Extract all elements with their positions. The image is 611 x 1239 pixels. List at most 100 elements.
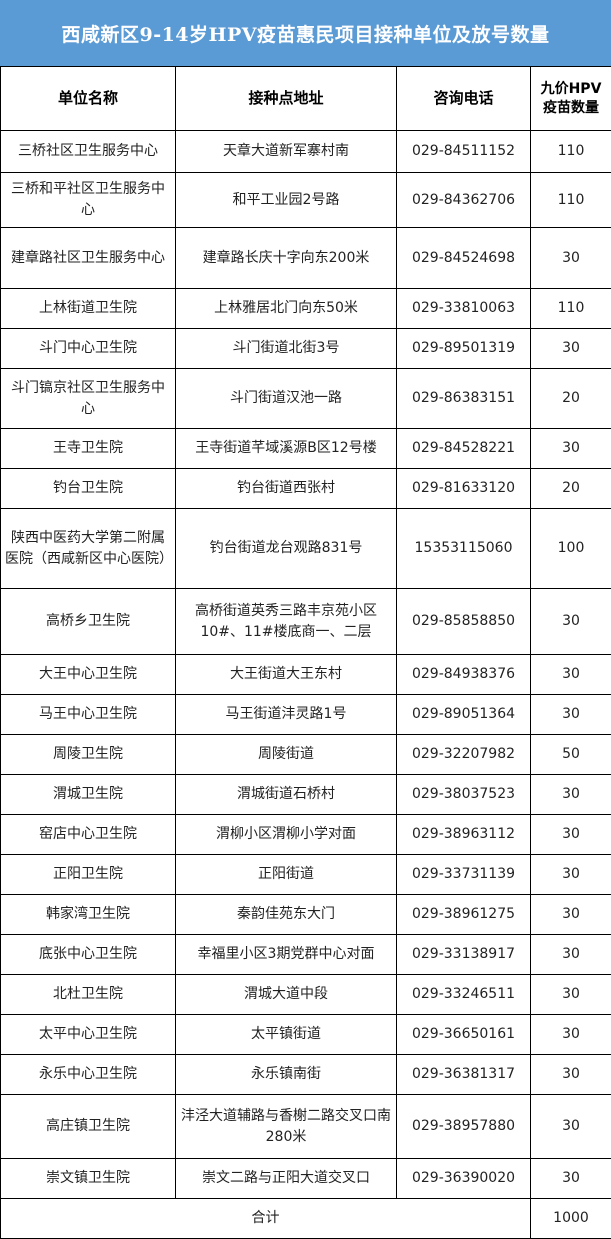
- address-cell: 崇文二路与正阳大道交叉口: [176, 1159, 397, 1199]
- total-label: 合计: [1, 1199, 531, 1239]
- quantity-cell: 110: [531, 173, 611, 228]
- phone-cell: 029-84528221: [397, 429, 531, 469]
- unit-name-cell: 三桥社区卫生服务中心: [1, 131, 176, 173]
- address-cell: 大王街道大王东村: [176, 655, 397, 695]
- phone-cell: 029-89051364: [397, 695, 531, 735]
- unit-name-cell: 上林街道卫生院: [1, 289, 176, 329]
- phone-cell: 029-38037523: [397, 775, 531, 815]
- quantity-cell: 30: [531, 429, 611, 469]
- address-cell: 斗门街道汉池一路: [176, 369, 397, 429]
- address-cell: 沣泾大道辅路与香榭二路交叉口南280米: [176, 1095, 397, 1159]
- quantity-cell: 30: [531, 975, 611, 1015]
- address-cell: 渭柳小区渭柳小学对面: [176, 815, 397, 855]
- quantity-cell: 30: [531, 1159, 611, 1199]
- phone-cell: 029-38961275: [397, 895, 531, 935]
- unit-name-cell: 马王中心卫生院: [1, 695, 176, 735]
- address-cell: 钓台街道西张村: [176, 469, 397, 509]
- quantity-cell: 30: [531, 695, 611, 735]
- header-unit-name: 单位名称: [1, 67, 176, 131]
- address-cell: 和平工业园2号路: [176, 173, 397, 228]
- phone-cell: 029-81633120: [397, 469, 531, 509]
- address-cell: 正阳街道: [176, 855, 397, 895]
- address-cell: 永乐镇南街: [176, 1055, 397, 1095]
- phone-cell: 029-86383151: [397, 369, 531, 429]
- quantity-cell: 30: [531, 589, 611, 655]
- address-cell: 秦韵佳苑东大门: [176, 895, 397, 935]
- quantity-cell: 110: [531, 131, 611, 173]
- phone-cell: 029-33731139: [397, 855, 531, 895]
- unit-name-cell: 渭城卫生院: [1, 775, 176, 815]
- unit-name-cell: 建章路社区卫生服务中心: [1, 228, 176, 289]
- phone-cell: 029-36381317: [397, 1055, 531, 1095]
- unit-name-cell: 太平中心卫生院: [1, 1015, 176, 1055]
- unit-name-cell: 斗门镐京社区卫生服务中心: [1, 369, 176, 429]
- phone-cell: 029-32207982: [397, 735, 531, 775]
- unit-name-cell: 高桥乡卫生院: [1, 589, 176, 655]
- address-cell: 马王街道沣灵路1号: [176, 695, 397, 735]
- address-cell: 钓台街道龙台观路831号: [176, 509, 397, 589]
- unit-name-cell: 崇文镇卫生院: [1, 1159, 176, 1199]
- unit-name-cell: 钓台卫生院: [1, 469, 176, 509]
- address-cell: 太平镇街道: [176, 1015, 397, 1055]
- table-header-row: 单位名称 接种点地址 咨询电话 九价HPV疫苗数量: [1, 67, 611, 131]
- address-cell: 渭城街道石桥村: [176, 775, 397, 815]
- quantity-cell: 110: [531, 289, 611, 329]
- quantity-cell: 30: [531, 935, 611, 975]
- unit-name-cell: 永乐中心卫生院: [1, 1055, 176, 1095]
- unit-name-cell: 底张中心卫生院: [1, 935, 176, 975]
- phone-cell: 029-38957880: [397, 1095, 531, 1159]
- unit-name-cell: 斗门中心卫生院: [1, 329, 176, 369]
- phone-cell: 029-89501319: [397, 329, 531, 369]
- quantity-cell: 30: [531, 228, 611, 289]
- unit-name-cell: 正阳卫生院: [1, 855, 176, 895]
- unit-name-cell: 窑店中心卫生院: [1, 815, 176, 855]
- phone-cell: 029-33246511: [397, 975, 531, 1015]
- page-title: 西咸新区9-14岁HPV疫苗惠民项目接种单位及放号数量: [0, 0, 611, 66]
- quantity-cell: 20: [531, 469, 611, 509]
- phone-cell: 029-84511152: [397, 131, 531, 173]
- quantity-cell: 100: [531, 509, 611, 589]
- unit-name-cell: 陕西中医药大学第二附属医院（西咸新区中心医院）: [1, 509, 176, 589]
- phone-cell: 029-33138917: [397, 935, 531, 975]
- address-cell: 渭城大道中段: [176, 975, 397, 1015]
- unit-name-cell: 大王中心卫生院: [1, 655, 176, 695]
- address-cell: 上林雅居北门向东50米: [176, 289, 397, 329]
- phone-cell: 029-33810063: [397, 289, 531, 329]
- address-cell: 周陵街道: [176, 735, 397, 775]
- vaccination-sites-table: 单位名称 接种点地址 咨询电话 九价HPV疫苗数量 三桥社区卫生服务中心天章大道…: [0, 66, 611, 1239]
- phone-cell: 029-36650161: [397, 1015, 531, 1055]
- phone-cell: 029-84524698: [397, 228, 531, 289]
- quantity-cell: 30: [531, 655, 611, 695]
- header-phone: 咨询电话: [397, 67, 531, 131]
- header-quantity: 九价HPV疫苗数量: [531, 67, 611, 131]
- unit-name-cell: 王寺卫生院: [1, 429, 176, 469]
- quantity-cell: 30: [531, 855, 611, 895]
- quantity-cell: 30: [531, 815, 611, 855]
- address-cell: 王寺街道芊域溪源B区12号楼: [176, 429, 397, 469]
- address-cell: 高桥街道英秀三路丰京苑小区10#、11#楼底商一、二层: [176, 589, 397, 655]
- phone-cell: 029-38963112: [397, 815, 531, 855]
- quantity-cell: 30: [531, 895, 611, 935]
- address-cell: 建章路长庆十字向东200米: [176, 228, 397, 289]
